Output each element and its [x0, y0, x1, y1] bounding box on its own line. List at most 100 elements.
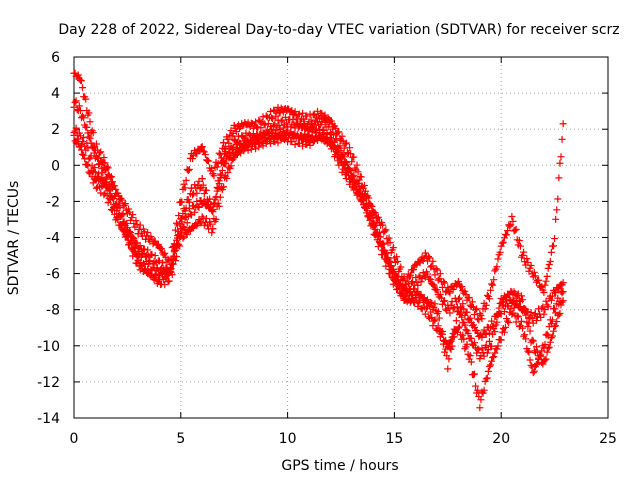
data-point	[391, 271, 399, 279]
data-point	[530, 367, 538, 375]
data-point	[490, 325, 498, 333]
data-point	[350, 153, 358, 161]
data-point	[551, 235, 559, 243]
data-point	[519, 324, 527, 332]
data-point	[451, 326, 459, 334]
data-point	[304, 131, 312, 139]
data-point	[528, 315, 536, 323]
data-point	[493, 345, 501, 353]
data-point	[512, 225, 520, 233]
plot-area	[70, 69, 567, 412]
data-point	[79, 112, 87, 120]
data-point	[73, 106, 81, 114]
data-point	[184, 167, 192, 174]
data-point	[185, 198, 193, 206]
data-point	[214, 185, 222, 193]
data-point	[136, 266, 144, 274]
data-point	[405, 273, 413, 281]
data-point	[414, 287, 422, 295]
data-point	[524, 347, 532, 355]
data-point	[545, 260, 553, 268]
data-point	[189, 155, 197, 163]
data-point	[406, 271, 414, 279]
y-tick-label: 4	[51, 86, 60, 102]
data-point	[299, 142, 307, 150]
data-point	[476, 355, 484, 363]
data-point	[543, 348, 551, 356]
data-point	[427, 276, 435, 284]
data-point	[550, 327, 558, 335]
data-point	[485, 337, 493, 345]
data-point	[213, 163, 221, 171]
data-point	[483, 374, 491, 382]
data-point	[488, 357, 496, 365]
data-point	[306, 138, 314, 146]
data-point	[447, 345, 455, 353]
data-point	[509, 217, 517, 225]
data-point	[471, 311, 478, 319]
data-point	[111, 202, 119, 210]
data-point	[256, 138, 264, 146]
data-point	[268, 114, 276, 122]
data-point	[352, 179, 360, 187]
data-point	[343, 149, 351, 157]
data-point	[482, 341, 490, 349]
data-point	[472, 306, 480, 314]
data-point	[381, 227, 389, 235]
data-point	[327, 137, 335, 145]
data-point	[384, 255, 392, 263]
data-point	[389, 244, 397, 252]
data-point	[257, 133, 265, 141]
data-point	[321, 118, 329, 126]
data-point	[488, 317, 496, 325]
data-point	[87, 152, 95, 160]
data-point	[516, 242, 524, 250]
data-point	[191, 181, 199, 189]
data-point	[431, 300, 439, 308]
data-point	[131, 243, 139, 251]
data-point	[134, 247, 142, 255]
data-point	[544, 303, 552, 311]
data-point	[171, 226, 179, 234]
data-point	[430, 317, 438, 325]
y-tick-label: -4	[46, 231, 60, 247]
data-point	[492, 321, 500, 329]
data-point	[445, 355, 453, 363]
data-point	[72, 97, 80, 105]
data-point	[216, 170, 224, 178]
data-point	[487, 286, 495, 294]
data-point	[556, 159, 564, 167]
data-point	[230, 151, 238, 159]
data-point	[478, 315, 486, 323]
data-point	[151, 270, 159, 278]
data-point	[498, 239, 506, 247]
data-point	[552, 215, 560, 223]
data-point	[99, 182, 107, 190]
data-point	[208, 206, 216, 214]
data-point	[467, 335, 475, 343]
data-point	[551, 323, 559, 331]
data-point	[520, 248, 528, 256]
data-point	[481, 305, 489, 313]
x-tick-label: 15	[385, 431, 403, 447]
data-point	[328, 125, 336, 133]
data-point	[369, 220, 377, 228]
data-point	[105, 194, 113, 202]
data-point	[166, 265, 174, 273]
data-point	[377, 239, 385, 247]
data-point	[275, 122, 283, 130]
data-point	[354, 168, 362, 176]
data-point	[414, 281, 422, 289]
data-point	[122, 219, 130, 227]
data-point	[558, 298, 566, 306]
data-point	[471, 339, 478, 347]
data-point	[544, 264, 552, 272]
data-point	[118, 196, 126, 204]
data-point	[490, 276, 498, 284]
data-point	[529, 369, 537, 377]
data-point	[547, 248, 555, 256]
data-point	[348, 158, 356, 166]
data-point	[79, 150, 87, 158]
data-point	[525, 348, 533, 356]
data-point	[215, 177, 223, 185]
